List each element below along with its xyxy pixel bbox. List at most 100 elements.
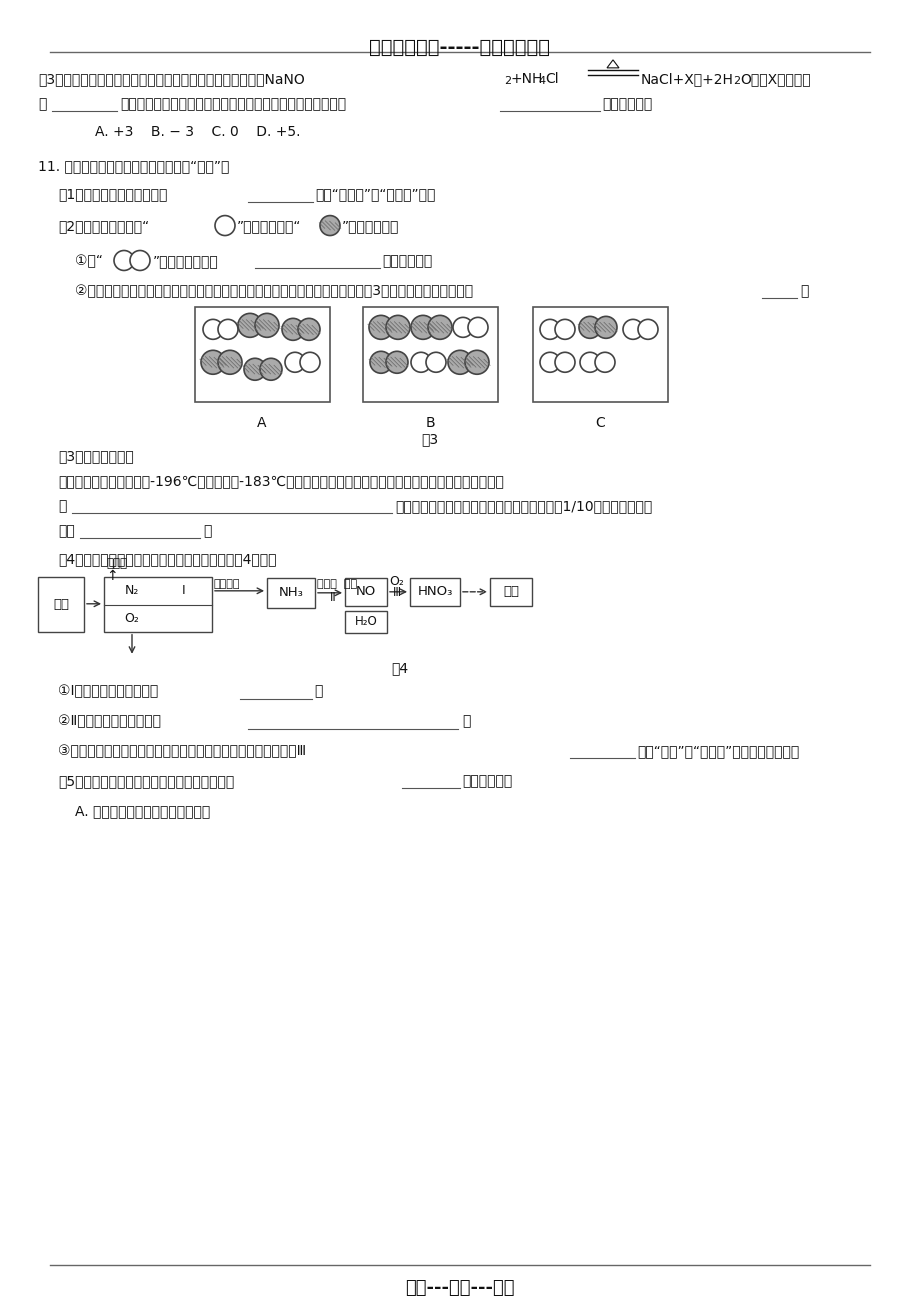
Circle shape [554, 319, 574, 340]
Text: ②同温同压下，气体的体积比等于分子数目比。若空气中其它成分忽略不计，图3可表示空气微观模型的是: ②同温同压下，气体的体积比等于分子数目比。若空气中其它成分忽略不计，图3可表示空… [75, 284, 472, 298]
Text: 。: 。 [461, 715, 470, 729]
Text: （3）从变化角度：: （3）从变化角度： [58, 449, 133, 464]
Circle shape [114, 250, 134, 271]
Text: HNO₃: HNO₃ [417, 586, 452, 599]
Text: 2: 2 [732, 76, 739, 86]
Text: 4: 4 [538, 76, 545, 86]
Bar [104, 577, 211, 631]
Bar [345, 578, 387, 605]
Circle shape [200, 350, 225, 374]
Circle shape [595, 353, 614, 372]
Text: C: C [595, 417, 604, 430]
Text: H₂O: H₂O [354, 616, 377, 629]
Text: +NH: +NH [510, 72, 543, 86]
Circle shape [369, 315, 392, 340]
Text: ”表示汾原子。: ”表示汾原子。 [342, 220, 399, 233]
Circle shape [386, 315, 410, 340]
Text: 11. 请沿用科学家认识事物的方式认识“空气”。: 11. 请沿用科学家认识事物的方式认识“空气”。 [38, 160, 229, 173]
Circle shape [411, 353, 430, 372]
Text: O₂: O₂ [124, 612, 140, 625]
Circle shape [595, 316, 617, 339]
Bar [38, 577, 84, 631]
Circle shape [298, 319, 320, 340]
Circle shape [238, 314, 262, 337]
Circle shape [244, 358, 266, 380]
Text: （填“混合物”或“纯净物”）。: （填“混合物”或“纯净物”）。 [314, 187, 435, 202]
Circle shape [218, 319, 238, 340]
Circle shape [215, 216, 234, 236]
Bar [532, 307, 667, 402]
Text: A: A [257, 417, 267, 430]
Text: （4）从应用角度：利用空气制取氮肥的流程如图4所示。: （4）从应用角度：利用空气制取氮肥的流程如图4所示。 [58, 552, 277, 566]
Text: （5）从环保角度：下列保护空气措施合理的是: （5）从环保角度：下列保护空气措施合理的是 [58, 775, 234, 789]
Text: ②Ⅱ中反应的化学方程式为: ②Ⅱ中反应的化学方程式为 [58, 715, 161, 729]
Text: ”表示氮原子，“: ”表示氮原子，“ [237, 220, 301, 233]
Circle shape [622, 319, 642, 340]
Circle shape [427, 315, 451, 340]
Bar [267, 578, 314, 608]
Circle shape [260, 358, 282, 380]
Bar [490, 578, 531, 605]
Text: ①Ⅰ中参加反应的单质甲为: ①Ⅰ中参加反应的单质甲为 [58, 685, 158, 699]
Text: ③物质所含元素化合价发生变化的反应称为氧化还原反应。反应Ⅲ: ③物质所含元素化合价发生变化的反应称为氧化还原反应。反应Ⅲ [58, 745, 306, 759]
Text: 2: 2 [504, 76, 511, 86]
Text: NH₃: NH₃ [278, 586, 303, 599]
Circle shape [411, 315, 435, 340]
Circle shape [579, 353, 599, 372]
Text: 图4: 图4 [391, 661, 408, 676]
Text: N₂: N₂ [125, 585, 139, 598]
Circle shape [285, 353, 305, 372]
Text: Cl: Cl [544, 72, 558, 86]
Text: （1）从分类角度：空气属于: （1）从分类角度：空气属于 [58, 187, 167, 202]
Text: NO: NO [356, 586, 376, 599]
Text: 专心---专注---专业: 专心---专注---专业 [404, 1280, 515, 1297]
Text: 空气: 空气 [53, 598, 69, 611]
Circle shape [539, 319, 560, 340]
Circle shape [320, 216, 340, 236]
Circle shape [468, 318, 487, 337]
Bar [345, 611, 387, 633]
Circle shape [386, 352, 407, 374]
Text: 分是: 分是 [58, 523, 74, 538]
Circle shape [130, 250, 150, 271]
Text: A. +3    B. − 3    C. 0    D. +5.: A. +3 B. − 3 C. 0 D. +5. [95, 125, 301, 139]
Text: ①用“: ①用“ [75, 254, 103, 268]
Text: （填名称）。: （填名称）。 [381, 254, 432, 268]
Text: O，则X的化学式: O，则X的化学式 [739, 72, 810, 86]
Circle shape [300, 353, 320, 372]
Text: 。: 。 [203, 523, 211, 538]
Bar [363, 307, 497, 402]
Text: 已知：常压下，氮气永点-196℃，氧气永点-183℃。将燃着的木条置于盛满液态空气的烧杯口，观察到的现象: 已知：常压下，氮气永点-196℃，氧气永点-183℃。将燃着的木条置于盛满液态空… [58, 474, 504, 488]
Circle shape [452, 318, 472, 337]
Circle shape [369, 352, 391, 374]
Bar [410, 578, 460, 605]
Circle shape [425, 353, 446, 372]
Circle shape [448, 350, 471, 374]
Text: NaCl+X个+2H: NaCl+X个+2H [641, 72, 733, 86]
Text: 单质甲: 单质甲 [106, 557, 127, 570]
Text: 催化剑  高温: 催化剑 高温 [317, 579, 357, 589]
Circle shape [637, 319, 657, 340]
Text: （填“属于”或“不属于”）氧化还原反应。: （填“属于”或“不属于”）氧化还原反应。 [636, 745, 799, 759]
Text: 图3: 图3 [421, 432, 438, 447]
Text: O₂: O₂ [389, 575, 403, 589]
Text: ，该化学方程式里的含氮物质中，氮元素未表现出的化合价为: ，该化学方程式里的含氮物质中，氮元素未表现出的化合价为 [119, 96, 346, 111]
Circle shape [554, 353, 574, 372]
Text: 氮肥: 氮肥 [503, 586, 518, 599]
Text: 是: 是 [58, 499, 66, 513]
Text: 为: 为 [38, 96, 46, 111]
Circle shape [218, 350, 242, 374]
Text: A. 工厂通过加高烟囱直接排放废气: A. 工厂通过加高烟囱直接排放废气 [75, 805, 210, 819]
Text: B: B [425, 417, 435, 430]
Circle shape [464, 350, 489, 374]
Text: 一定条件: 一定条件 [214, 579, 240, 589]
Circle shape [255, 314, 278, 337]
Text: ↑: ↑ [106, 569, 118, 583]
Text: Ⅲ: Ⅲ [392, 586, 401, 599]
Circle shape [539, 353, 560, 372]
Circle shape [203, 319, 222, 340]
Text: 价（填序号）: 价（填序号） [601, 96, 652, 111]
Text: 。将该烧杯放置一段时间后，液态物质剩余约1/10体积，其主要成: 。将该烧杯放置一段时间后，液态物质剩余约1/10体积，其主要成 [394, 499, 652, 513]
Circle shape [578, 316, 600, 339]
Text: ”可表示的微粒是: ”可表示的微粒是 [153, 254, 219, 268]
